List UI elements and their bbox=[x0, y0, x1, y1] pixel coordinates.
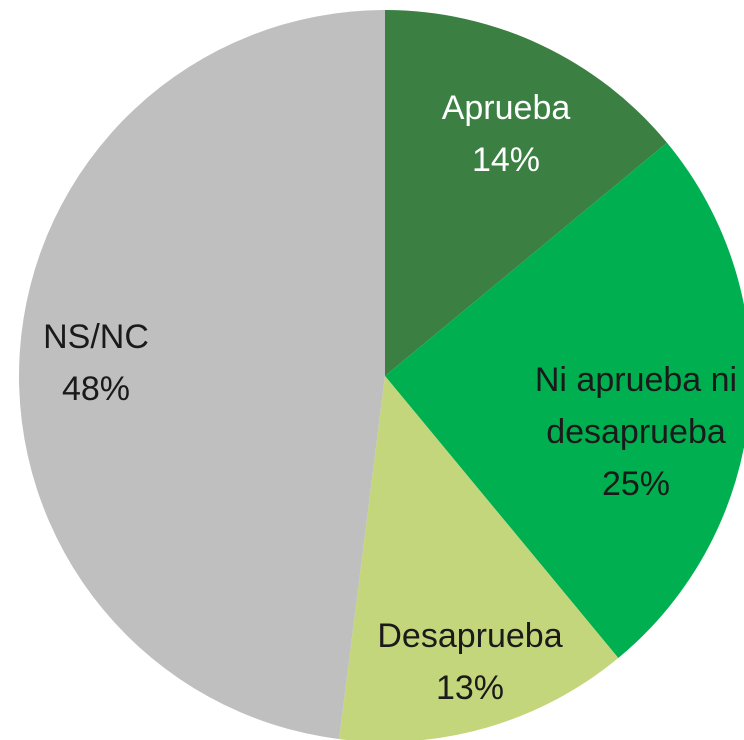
pie-slice bbox=[18, 9, 385, 740]
pie-slice bbox=[339, 376, 619, 740]
value-label: 13% bbox=[435, 669, 505, 707]
pie-slice bbox=[385, 10, 668, 376]
slice-label: Ni aprueba ni desaprueba 25% bbox=[516, 354, 744, 510]
category-label: Ni aprueba ni desaprueba bbox=[534, 361, 738, 451]
slice-label: NS/NC 48% bbox=[16, 311, 176, 415]
category-label: Desaprueba bbox=[377, 617, 563, 655]
category-label: NS/NC bbox=[43, 318, 149, 356]
value-label: 25% bbox=[601, 465, 671, 503]
value-label: 48% bbox=[61, 370, 131, 408]
slice-label: Aprueba 14% bbox=[396, 82, 616, 186]
value-label: 14% bbox=[471, 141, 541, 179]
slice-label: Desaprueba 13% bbox=[350, 610, 590, 714]
category-label: Aprueba bbox=[441, 89, 571, 127]
pie-slice bbox=[385, 142, 744, 659]
